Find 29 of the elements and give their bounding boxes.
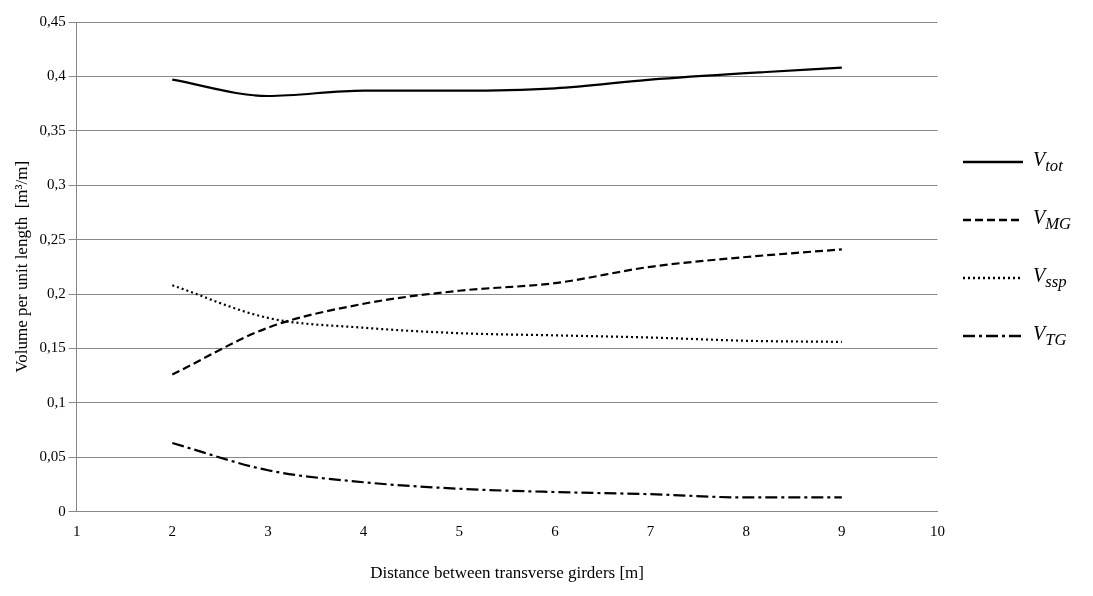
legend-label: V$_{MG}$ — [1033, 206, 1072, 234]
x-tick-label: 1 — [72, 522, 81, 539]
x-tick-label: 6 — [551, 522, 560, 539]
y-tick-label: 0,1 — [46, 393, 66, 410]
y-tick-label: 0,25 — [39, 230, 66, 247]
y-tick-label: 0 — [58, 502, 66, 519]
y-tick-label: 0,2 — [46, 284, 66, 301]
line-series — [171, 248, 843, 376]
x-tick-label: 7 — [646, 522, 655, 539]
x-tick-label: 5 — [455, 522, 463, 539]
line-series — [171, 441, 843, 499]
x-tick-label: 9 — [838, 522, 846, 539]
y-axis-title: Volume per unit length [m³/m] — [11, 160, 31, 373]
y-tick-label: 0,45 — [39, 12, 66, 29]
y-tick-label: 0,35 — [39, 121, 66, 138]
legend-label: V$_{ssp}$ — [1033, 264, 1067, 292]
x-tick-label: 4 — [359, 522, 368, 539]
y-tick-label: 0,3 — [46, 176, 66, 193]
x-axis-title: Distance between transverse girders [m] — [370, 563, 644, 583]
x-tick-label: 10 — [930, 522, 945, 539]
x-tick-label: 2 — [168, 522, 177, 539]
x-tick-label: 3 — [264, 522, 272, 539]
legend-label: V$_{tot}$ — [1033, 148, 1063, 176]
y-tick-label: 0,05 — [39, 448, 66, 465]
legend-label: V$_{TG}$ — [1033, 322, 1067, 350]
line-series — [171, 66, 843, 98]
x-tick-label: 8 — [742, 522, 750, 539]
y-tick-label: 0,4 — [46, 67, 67, 84]
y-tick-label: 0,15 — [39, 339, 66, 356]
